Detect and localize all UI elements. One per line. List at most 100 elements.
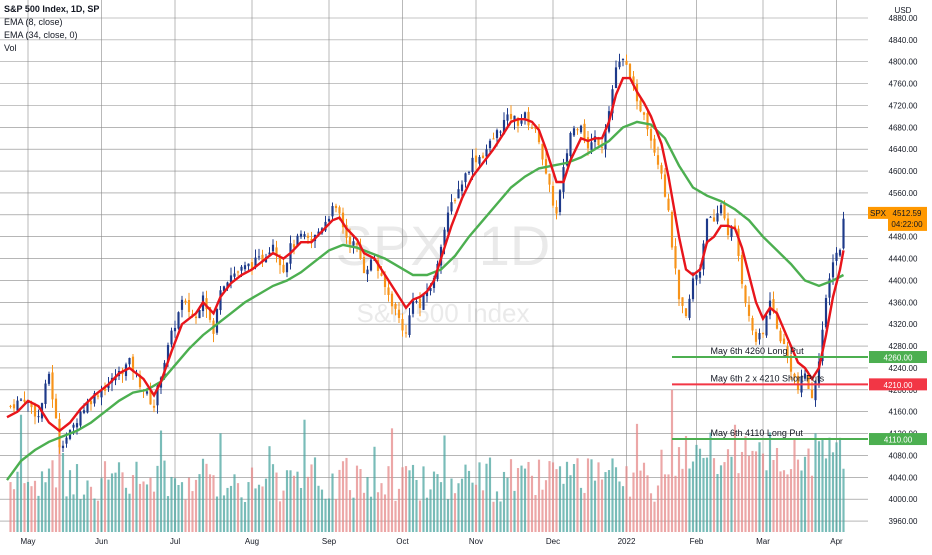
volume-bar — [467, 470, 471, 532]
y-tick-label: 4240.00 — [889, 364, 918, 373]
volume-bar — [387, 466, 390, 532]
candle-body — [464, 173, 467, 183]
volume-bar — [555, 469, 558, 532]
candle-body — [82, 410, 86, 413]
volume-bar — [439, 482, 443, 532]
y-tick-label: 4080.00 — [889, 451, 918, 460]
candle-body — [835, 252, 838, 261]
volume-bar — [23, 483, 26, 532]
candle-body — [229, 275, 233, 283]
candle-body — [499, 131, 502, 133]
candle-body — [831, 262, 835, 278]
candle-body — [33, 404, 37, 417]
candle-body — [222, 286, 226, 292]
candle-body — [842, 218, 845, 249]
legend-volume: Vol — [4, 43, 17, 53]
candle-body — [271, 244, 275, 252]
candle-body — [261, 254, 264, 262]
y-tick-label: 4040.00 — [889, 473, 918, 482]
volume-bar — [254, 488, 257, 532]
volume-bar — [156, 465, 159, 532]
candle-body — [404, 332, 408, 334]
candle-body — [639, 100, 642, 112]
candle-body — [138, 374, 142, 388]
y-tick-label: 4880.00 — [889, 14, 918, 23]
candle-body — [205, 298, 208, 310]
volume-bar — [170, 476, 173, 532]
volume-bar — [786, 474, 789, 532]
volume-bar — [684, 435, 688, 532]
volume-bar — [450, 478, 453, 532]
candle-body — [548, 173, 551, 185]
y-tick-label: 4280.00 — [889, 342, 918, 351]
candle-body — [37, 416, 40, 418]
volume-bar — [47, 468, 51, 532]
candle-body — [9, 405, 12, 407]
volume-bar — [264, 478, 268, 532]
candle-body — [348, 236, 352, 245]
x-tick-label: May — [20, 537, 35, 546]
x-tick-label: Sep — [322, 537, 337, 546]
volume-bar — [611, 458, 614, 532]
candle-body — [814, 381, 817, 401]
legend-ema34: EMA (34, close, 0) — [4, 30, 78, 40]
volume-bar — [534, 495, 537, 532]
volume-bar — [709, 432, 712, 532]
volume-bar — [425, 497, 429, 532]
candle-body — [646, 112, 649, 130]
candle-body — [359, 244, 362, 259]
volume-bar — [285, 470, 289, 532]
candle-body — [551, 186, 555, 206]
candle-body — [310, 238, 313, 242]
x-tick-label: Aug — [245, 537, 259, 546]
volume-bar — [842, 468, 845, 532]
candle-body — [166, 345, 170, 362]
volume-bar — [33, 480, 37, 532]
volume-bar — [653, 501, 656, 532]
volume-bar — [159, 430, 163, 532]
ema-lines — [6, 76, 845, 481]
y-tick-label: 4480.00 — [889, 233, 918, 242]
candle-body — [299, 233, 303, 237]
volume-bar — [548, 461, 551, 532]
volume-bar — [579, 487, 583, 532]
volume-bar — [558, 466, 562, 532]
candle-body — [534, 127, 537, 129]
volume-bar — [383, 494, 387, 532]
volume-bar — [436, 474, 439, 532]
candle-body — [72, 424, 75, 428]
volume-bar — [754, 451, 758, 532]
candle-body — [572, 128, 576, 136]
x-tick-label: Dec — [546, 537, 560, 546]
candle-body — [555, 207, 558, 214]
candle-body — [380, 273, 383, 276]
candle-body — [698, 271, 702, 278]
candle-body — [509, 113, 513, 119]
volume-bar — [681, 468, 684, 532]
volume-bar — [751, 450, 754, 532]
candle-body — [233, 273, 236, 277]
volume-bar — [415, 480, 418, 532]
level-tag-text: 4110.00 — [884, 436, 913, 445]
candle-body — [807, 373, 810, 389]
candle-body — [331, 206, 334, 217]
volume-bar — [268, 446, 271, 532]
candle-body — [75, 423, 79, 428]
volume-bar — [719, 465, 723, 532]
volume-bar — [803, 456, 807, 532]
volume-bar — [716, 474, 719, 532]
candle-body — [565, 153, 569, 166]
volume-bar — [593, 480, 597, 532]
volume-bar — [712, 458, 716, 532]
candle-body — [254, 257, 257, 268]
candle-body — [695, 275, 698, 280]
candle-body — [457, 189, 460, 199]
candle-body — [523, 112, 527, 119]
volume-bar — [257, 484, 261, 532]
candle-body — [751, 318, 754, 331]
legend: S&P 500 Index, 1D, SP EMA (8, close) EMA… — [4, 4, 99, 53]
volume-bar — [226, 487, 229, 532]
volume-bar — [205, 463, 208, 532]
candle-body — [100, 390, 103, 398]
